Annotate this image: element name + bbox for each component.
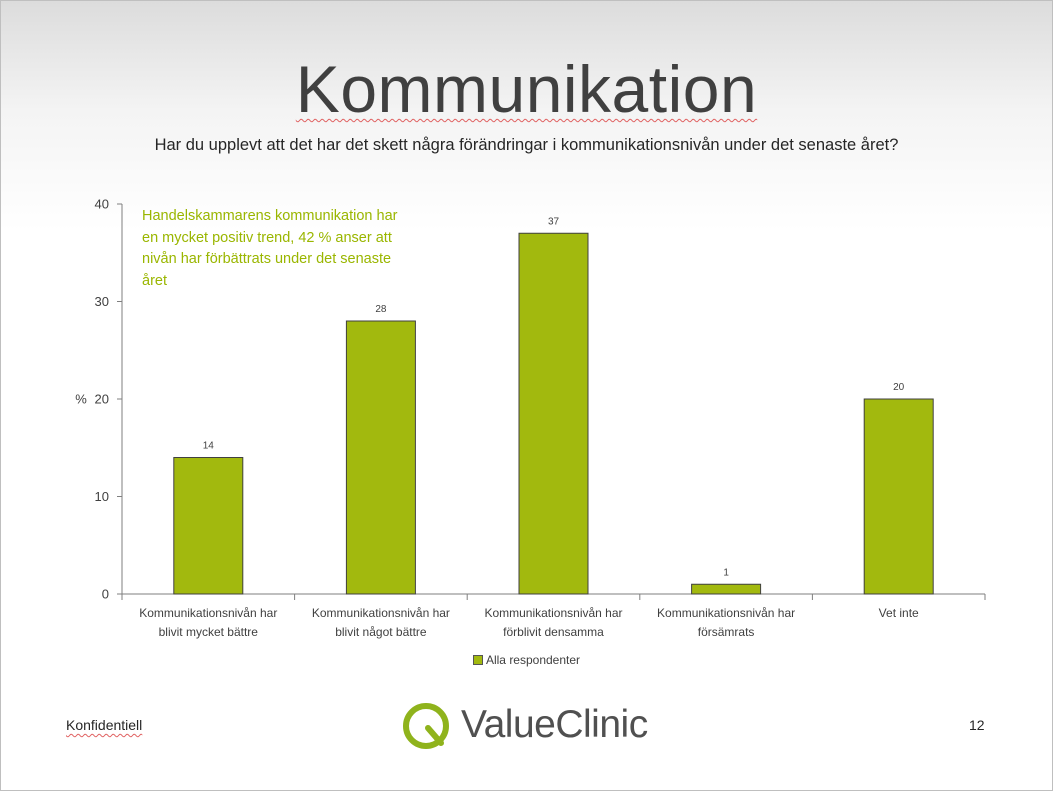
chart-legend: Alla respondenter [1,653,1052,667]
bar [173,457,244,595]
data-label: 20 [893,382,905,393]
data-label: 14 [203,441,215,452]
x-tick-label: försämrats [698,625,755,639]
y-tick-label: 40 [95,197,109,212]
legend-swatch [472,655,483,665]
logo-wordmark: ValueClinic [461,703,648,746]
x-tick-label: Kommunikationsnivån har [139,606,277,620]
legend-label: Alla respondenter [485,653,581,667]
valueclinic-logo: ValueClinic [401,699,661,755]
bar [518,232,589,595]
y-tick-label: 0 [102,587,109,602]
slide-title: Kommunikation [295,52,758,126]
footer-confidential-label: Konfidentiell [66,717,143,733]
bar [863,398,934,595]
data-label: 28 [375,304,387,315]
chart-annotation: Handelskammarens kommunikation har en my… [142,208,398,289]
page-number: 12 [969,717,985,733]
x-tick-label: blivit mycket bättre [159,625,259,639]
x-tick-label: Vet inte [879,606,919,620]
y-tick-label: 10 [95,489,109,504]
y-tick-label: 20 [95,392,109,407]
bar [691,583,762,595]
valueclinic-logo-icon [403,703,449,749]
bar [345,320,416,595]
y-tick-label: 30 [95,294,109,309]
y-axis-label: % [75,392,87,407]
x-tick-label: Kommunikationsnivån har [312,606,450,620]
x-tick-label: Kommunikationsnivån har [484,606,622,620]
x-tick-label: Kommunikationsnivån har [657,606,795,620]
x-tick-label: blivit något bättre [335,625,427,639]
slide-subtitle: Har du upplevt att det har det skett någ… [154,136,899,154]
data-label: 37 [548,216,560,227]
data-label: 1 [723,567,729,578]
x-tick-label: förblivit densamma [503,625,604,639]
